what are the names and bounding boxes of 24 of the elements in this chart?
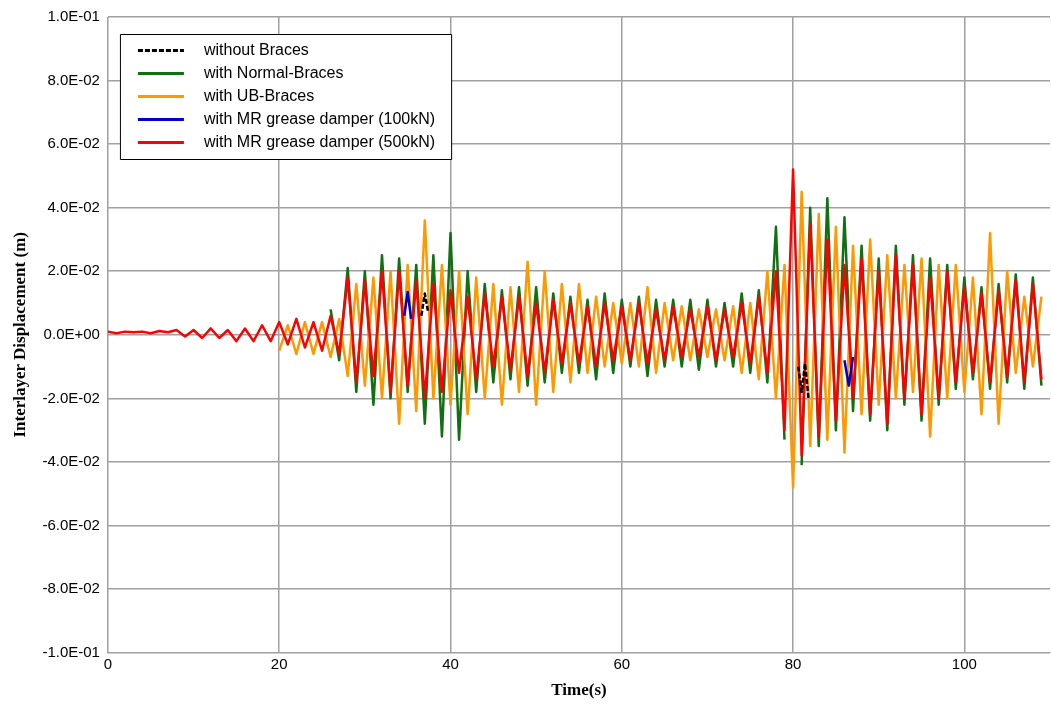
y-tick-label: -4.0E-02	[42, 452, 100, 470]
x-tick-label: 60	[613, 654, 631, 672]
y-tick-label: -2.0E-02	[42, 388, 100, 406]
x-tick-label: 0	[103, 654, 113, 672]
y-tick-label: 2.0E-02	[47, 261, 100, 279]
legend-label: with Normal-Braces	[202, 63, 344, 81]
legend-label: with MR grease damper (500kN)	[202, 132, 436, 150]
y-axis-title: Interlayer Displacement (m)	[9, 232, 29, 438]
x-tick-label: 20	[270, 654, 288, 672]
x-tick-label: 80	[784, 654, 802, 672]
legend-label: with MR grease damper (100kN)	[202, 109, 436, 127]
x-axis-title: Time(s)	[551, 680, 607, 700]
y-tick-label: -6.0E-02	[42, 515, 100, 533]
legend-label: without Braces	[202, 40, 309, 58]
y-tick-label: 0.0E+00	[43, 324, 100, 342]
y-tick-label: 6.0E-02	[47, 134, 100, 152]
y-tick-label: -8.0E-02	[42, 579, 100, 597]
y-tick-label: -1.0E-01	[42, 642, 100, 660]
legend-label: with UB-Braces	[202, 86, 315, 104]
x-tick-label: 40	[442, 654, 459, 672]
y-tick-label: 8.0E-02	[47, 70, 100, 88]
y-tick-label: 4.0E-02	[47, 197, 100, 215]
x-tick-label: 100	[951, 654, 977, 672]
y-tick-label: 1.0E-01	[47, 7, 100, 25]
